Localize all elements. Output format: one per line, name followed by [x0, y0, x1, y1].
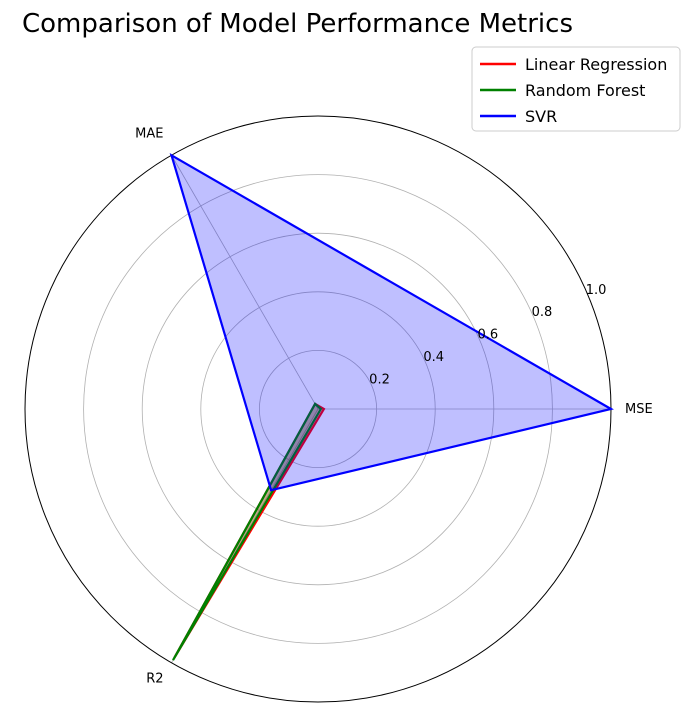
legend: Linear Regression Random Forest SVR — [471, 46, 681, 132]
category-label-mse: MSE — [625, 402, 653, 417]
r-tick-label: 0.6 — [477, 328, 498, 343]
legend-box — [471, 46, 681, 132]
r-tick-label: 0.4 — [423, 350, 444, 365]
series-fill-svr — [171, 155, 611, 491]
r-tick-label: 0.8 — [532, 305, 553, 320]
axis-labels: MSE MAE R2 0.2 0.4 0.6 0.8 1.0 — [135, 126, 653, 686]
series-line-svr — [169, 152, 614, 492]
series-layer — [169, 152, 614, 661]
chart-title: Comparison of Model Performance Metrics — [22, 9, 573, 39]
r-tick-label: 1.0 — [586, 283, 607, 298]
legend-label-svr: SVR — [525, 107, 557, 126]
r-tick-label: 0.2 — [369, 373, 390, 388]
series-line-random-forest — [172, 402, 323, 661]
category-label-mae: MAE — [135, 126, 163, 141]
legend-label-random-forest: Random Forest — [525, 81, 645, 100]
legend-label-linear-regression: Linear Regression — [525, 55, 667, 74]
category-label-r2: R2 — [146, 672, 163, 687]
spoke-mae — [171, 155, 319, 410]
